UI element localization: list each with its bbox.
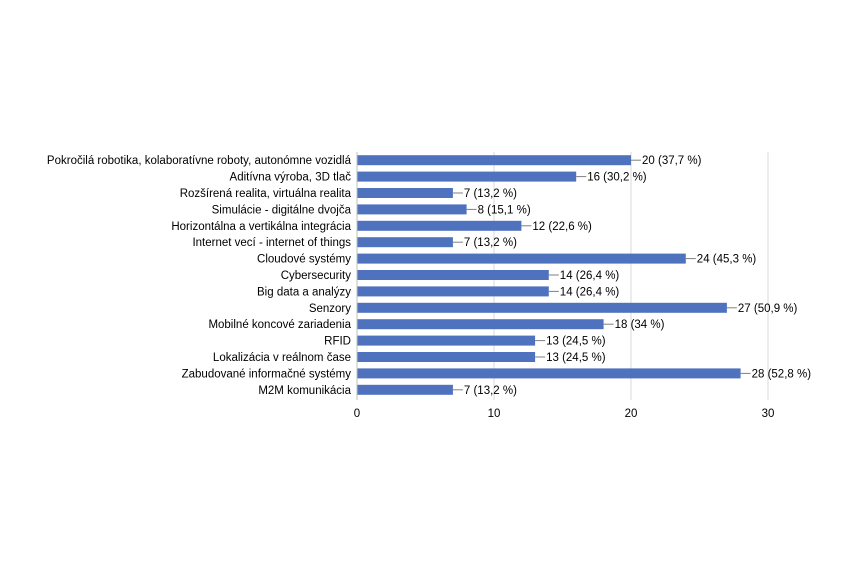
category-labels: Pokročilá robotika, kolaboratívne roboty… (47, 155, 352, 397)
x-tick-label: 20 (625, 408, 638, 420)
data-label: 28 (52,8 %) (752, 368, 812, 380)
category-label: Mobilné koncové zariadenia (208, 319, 351, 331)
bar (357, 171, 577, 182)
category-label: Big data a analýzy (257, 286, 351, 298)
data-label: 24 (45,3 %) (697, 254, 757, 266)
bar (357, 188, 453, 198)
category-label: Cybersecurity (281, 270, 352, 282)
category-label: Lokalizácia v reálnom čase (213, 352, 351, 364)
category-label: RFID (324, 336, 351, 348)
category-label: Aditívna výroba, 3D tlač (230, 172, 352, 184)
category-label: Zabudované informačné systémy (182, 368, 352, 380)
data-label: 18 (34 %) (615, 319, 665, 331)
bar (357, 220, 522, 231)
bar (357, 368, 741, 379)
data-label: 13 (24,5 %) (546, 336, 606, 348)
category-label: Horizontálna a vertikálna integrácia (171, 221, 351, 233)
category-label: Internet vecí - internet of things (192, 237, 351, 249)
data-label: 14 (26,4 %) (560, 270, 620, 282)
bar (357, 319, 604, 330)
data-label: 20 (37,7 %) (642, 155, 702, 167)
data-labels: 20 (37,7 %) 16 (30,2 %) 7 (13,2 %) 8 (15,1 … (452, 155, 812, 397)
data-label: 8 (15,1 %) (478, 204, 531, 216)
data-label: 27 (50,9 %) (738, 303, 798, 315)
bar (357, 270, 549, 280)
category-label: Cloudové systémy (257, 254, 351, 266)
bar (357, 253, 686, 264)
bar (357, 155, 631, 166)
category-label: Simulácie - digitálne dvojča (212, 204, 352, 216)
bar (357, 237, 453, 248)
data-label: 14 (26,4 %) (560, 286, 620, 298)
bar (357, 384, 453, 395)
data-label: 7 (13,2 %) (464, 237, 517, 249)
bar (357, 352, 536, 362)
bar (357, 335, 536, 346)
category-label: M2M komunikácia (258, 385, 351, 397)
data-label: 7 (13,2 %) (464, 188, 517, 200)
category-label: Rozšírená realita, virtuálna realita (180, 188, 352, 200)
bar (357, 204, 467, 215)
bar (357, 302, 727, 313)
x-tick-label: 0 (354, 408, 360, 420)
x-tick-label: 30 (762, 408, 775, 420)
bars (357, 155, 741, 395)
x-tick-label: 10 (488, 408, 501, 420)
data-label: 7 (13,2 %) (464, 385, 517, 397)
bar (357, 286, 549, 297)
data-label: 13 (24,5 %) (546, 352, 606, 364)
data-label: 12 (22,6 %) (532, 221, 592, 233)
data-label: 16 (30,2 %) (587, 172, 647, 184)
x-axis-tick-labels: 0 10 20 30 (354, 408, 775, 420)
category-label: Pokročilá robotika, kolaboratívne roboty… (47, 155, 352, 167)
category-label: Senzory (309, 303, 351, 315)
